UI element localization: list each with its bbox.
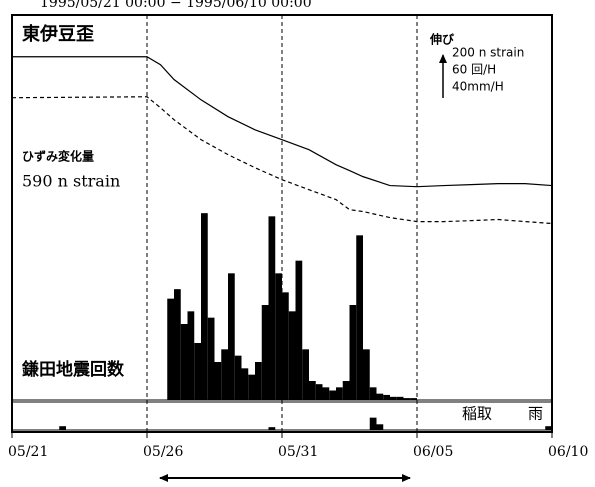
- rain-bar: [268, 427, 276, 430]
- quake-bar: [261, 305, 269, 400]
- x-tick-label: 06/10: [548, 444, 588, 460]
- quake-bar: [383, 394, 390, 400]
- panel-label: 雨: [528, 405, 543, 423]
- chart-title: 東伊豆歪: [22, 23, 94, 45]
- quake-bar: [194, 343, 201, 400]
- quake-bar: [234, 355, 242, 400]
- rain-bar: [376, 424, 384, 430]
- quake-bar: [167, 298, 174, 400]
- quake-bar: [356, 235, 363, 400]
- quake-bar: [241, 368, 249, 400]
- quake-bar: [275, 273, 282, 400]
- quake-bar: [282, 292, 289, 400]
- quake-bar: [376, 393, 384, 400]
- quake-bar: [363, 349, 370, 400]
- quake-bar: [180, 324, 188, 400]
- annotation: 伸び: [429, 32, 455, 47]
- rain-bar: [59, 426, 66, 430]
- x-tick-label: 05/31: [278, 444, 318, 460]
- quake-bar: [396, 396, 404, 400]
- quake-bar: [295, 260, 303, 400]
- strain-line: [11, 96, 553, 225]
- quake-bar: [403, 398, 411, 400]
- panel-title: 鎌田地震回数: [21, 359, 125, 380]
- rain-bar: [369, 417, 377, 430]
- quake-bar: [201, 213, 208, 400]
- quake-bar: [207, 317, 215, 400]
- annotation: 200 n strain: [452, 46, 524, 60]
- quake-bar: [390, 396, 397, 400]
- quake-bar: [342, 381, 350, 400]
- x-tick-label: 06/05: [413, 444, 453, 460]
- quake-bar: [315, 384, 323, 400]
- strain-line: [12, 56, 553, 188]
- x-tick-label: 05/21: [8, 444, 48, 460]
- quake-bar: [309, 381, 316, 400]
- quake-bar: [336, 387, 343, 400]
- quake-bar: [329, 390, 336, 400]
- quake-bar: [410, 398, 417, 400]
- quake-bar: [268, 216, 276, 400]
- panel-title: 稲取: [462, 405, 492, 423]
- x-tick-label: 05/26: [143, 444, 183, 460]
- annotation: ひずみ変化量: [22, 149, 94, 164]
- quake-bar: [302, 349, 309, 400]
- quake-bar: [214, 362, 222, 400]
- quake-bar: [174, 289, 181, 400]
- quake-bar: [255, 362, 262, 400]
- annotation: 40mm/H: [452, 80, 504, 94]
- quake-bar: [228, 273, 235, 400]
- annotation: 60 回/H: [452, 63, 496, 77]
- quake-bar: [288, 311, 296, 400]
- quake-bar: [369, 387, 377, 400]
- quake-bar: [221, 349, 228, 400]
- quake-bar: [248, 374, 255, 400]
- annotation: 590 n strain: [22, 172, 120, 191]
- rain-bar: [545, 426, 552, 430]
- quake-bar: [187, 311, 195, 400]
- subtitle: 1995/05/21 00:00 − 1995/06/10 00:00: [40, 0, 312, 11]
- quake-bar: [349, 305, 357, 400]
- quake-bar: [322, 387, 330, 400]
